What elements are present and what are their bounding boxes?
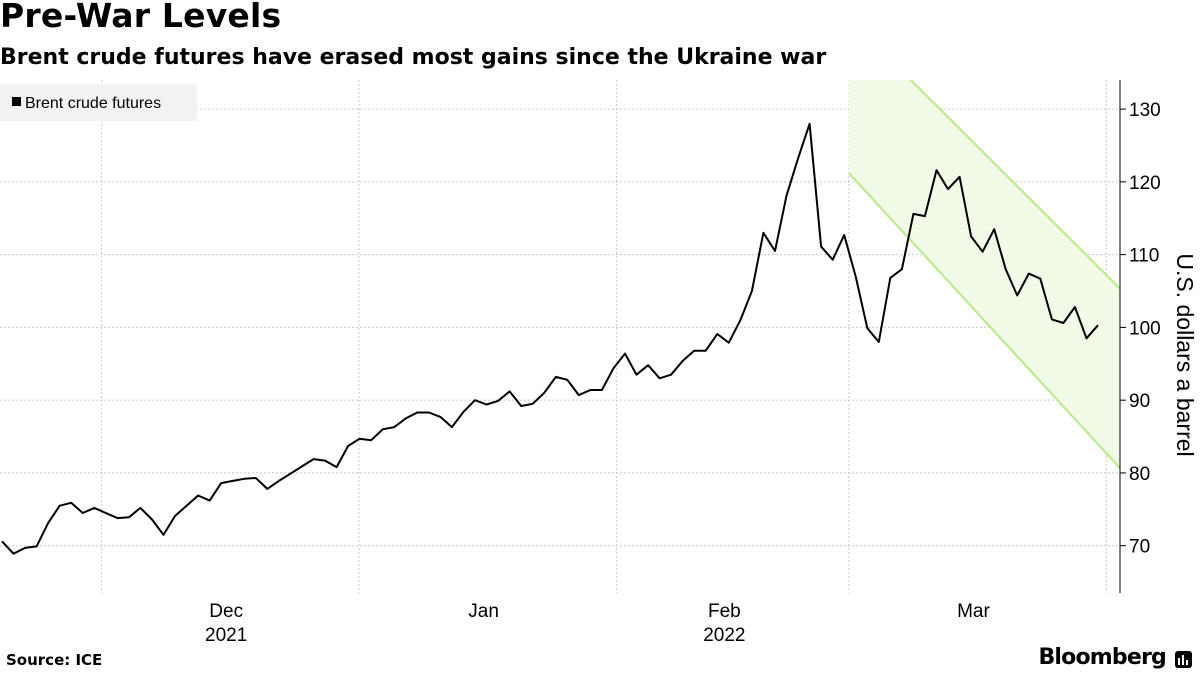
x-tick-year-label: 2022 bbox=[703, 625, 745, 646]
legend-swatch bbox=[12, 97, 21, 106]
y-tick-label: 70 bbox=[1129, 537, 1150, 558]
chart-title: Pre-War Levels bbox=[0, 0, 282, 35]
y-tick-label: 80 bbox=[1129, 464, 1150, 485]
legend-label: Brent crude futures bbox=[25, 95, 161, 112]
bloomberg-logo: Bloomberg bbox=[1038, 645, 1166, 670]
trend-channel-upper-line bbox=[909, 80, 1120, 291]
series-line-brent-crude-futures bbox=[1, 122, 1099, 555]
x-tick-label: Feb bbox=[708, 601, 741, 622]
x-tick-label: Mar bbox=[957, 601, 990, 622]
y-tick-label: 90 bbox=[1129, 391, 1150, 412]
chart-subtitle: Brent crude futures have erased most gai… bbox=[0, 45, 827, 70]
y-tick-label: 130 bbox=[1129, 100, 1161, 121]
y-tick-label: 100 bbox=[1129, 318, 1161, 339]
y-tick-label: 110 bbox=[1129, 246, 1159, 267]
x-tick-label: Jan bbox=[468, 601, 499, 622]
y-tick-label: 120 bbox=[1129, 173, 1161, 194]
x-tick-label: Dec bbox=[209, 601, 243, 622]
trend-channel-lower-line bbox=[848, 172, 1120, 470]
source-note: Source: ICE bbox=[6, 651, 103, 669]
trend-channel-area bbox=[848, 80, 1120, 469]
legend-box bbox=[0, 84, 197, 121]
bloomberg-terminal-icon bbox=[1175, 651, 1192, 668]
x-tick-year-label: 2021 bbox=[205, 625, 247, 646]
y-axis-title: U.S. dollars a barrel bbox=[1172, 253, 1198, 456]
